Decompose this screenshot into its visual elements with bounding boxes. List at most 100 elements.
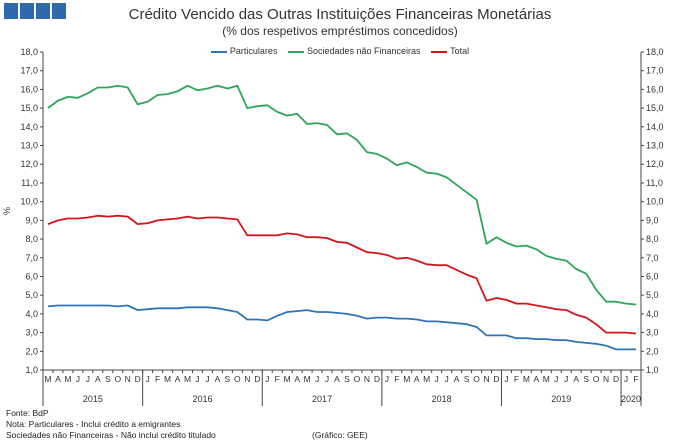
x-month-label: D [613,374,619,384]
y-tick-label-right: 4,0 [646,309,659,319]
y-tick-label-left: 18,0 [20,47,38,57]
x-month-label: N [483,374,489,384]
x-month-label: J [195,374,199,384]
x-month-label: J [205,374,209,384]
y-tick-label-right: 7,0 [646,253,659,263]
x-month-label: J [385,374,389,384]
x-month-label: J [315,374,319,384]
chart-notes: Fonte: BdP Nota: Particulares - Inclui c… [6,408,216,441]
x-month-label: A [454,374,460,384]
y-tick-label-left: 15,0 [20,103,38,113]
source-note: Fonte: BdP [6,408,49,418]
x-month-label: M [403,374,410,384]
x-month-label: O [114,374,121,384]
y-tick-label-right: 13,0 [646,141,664,151]
logo-block [4,3,18,19]
x-month-label: O [593,374,600,384]
x-month-label: O [473,374,480,384]
x-month-label: D [493,374,499,384]
y-tick-label-left: 3,0 [25,328,38,338]
y-tick-label-left: 5,0 [25,290,38,300]
legend-swatch [210,50,227,53]
x-year-label: 2017 [312,394,332,404]
x-month-label: N [244,374,250,384]
logo-block [52,3,66,19]
chart-subtitle: (% dos respetivos empréstimos concedidos… [222,24,458,38]
x-month-label: J [445,374,449,384]
x-month-label: J [265,374,269,384]
y-tick-label-right: 10,0 [646,197,664,207]
x-year-label: 2019 [551,394,571,404]
x-month-label: A [294,374,300,384]
legend-item-particulares: Particulares [210,46,278,56]
logo [4,3,66,21]
x-month-label: O [234,374,241,384]
x-month-label: J [504,374,508,384]
y-tick-label-left: 4,0 [25,309,38,319]
y-tick-label-left: 2,0 [25,346,38,356]
x-month-label: A [534,374,540,384]
x-year-label: 2015 [83,394,103,404]
series-line-total [47,214,637,335]
y-tick-label-right: 12,0 [646,159,664,169]
y-tick-label-right: 6,0 [646,271,659,281]
logo-block [36,3,50,19]
x-month-label: S [225,374,231,384]
x-month-label: J [76,374,80,384]
x-month-label: F [633,374,638,384]
x-month-label: M [164,374,171,384]
x-month-label: A [573,374,579,384]
x-month-label: M [284,374,291,384]
x-month-label: A [334,374,340,384]
chart-credit: (Gráfico: GEE) [312,430,368,440]
x-month-label: S [583,374,589,384]
y-tick-label-right: 15,0 [646,103,664,113]
x-month-label: J [435,374,439,384]
x-month-label: A [175,374,181,384]
y-tick-label-left: 6,0 [25,271,38,281]
x-month-label: O [354,374,361,384]
chart-title: Crédito Vencido das Outras Instituições … [128,6,552,23]
legend-label: Particulares [229,46,278,56]
y-tick-label-right: 11,0 [646,178,663,188]
x-month-label: J [325,374,329,384]
y-tick-label-left: 8,0 [25,234,38,244]
y-tick-label-left: 13,0 [20,141,38,151]
x-month-label: A [215,374,221,384]
x-month-label: F [394,374,399,384]
y-tick-label-right: 18,0 [646,47,664,57]
y-tick-label-left: 10,0 [20,197,38,207]
x-month-label: F [275,374,280,384]
x-month-label: M [44,374,51,384]
y-tick-label-right: 9,0 [646,215,659,225]
legend-item-total: Total [431,46,469,56]
y-tick-label-left: 9,0 [25,215,38,225]
x-month-label: S [344,374,350,384]
y-tick-label-right: 8,0 [646,234,659,244]
note-particulares: Nota: Particulares - Inclui crédito a em… [6,419,181,429]
y-tick-label-right: 1,0 [646,365,659,375]
x-month-label: S [105,374,111,384]
x-month-label: D [374,374,380,384]
x-month-label: A [414,374,420,384]
x-month-label: N [603,374,609,384]
y-tick-label-right: 2,0 [646,346,659,356]
x-month-label: J [624,374,628,384]
y-tick-label-right: 3,0 [646,328,659,338]
y-tick-label-left: 11,0 [21,178,38,188]
y-axis-label: % [2,207,12,215]
legend-swatch [287,50,304,53]
x-month-label: D [135,374,141,384]
y-tick-label-right: 17,0 [646,66,664,76]
x-month-label: F [514,374,519,384]
y-tick-label-left: 17,0 [20,66,38,76]
y-tick-label-left: 14,0 [20,122,38,132]
series-line-particulares [47,304,636,351]
x-month-label: J [564,374,568,384]
legend-swatch [431,50,448,53]
x-month-label: M [423,374,430,384]
legend-label: Total [450,46,470,56]
series-line-sociedades-nao-financeiras [47,84,637,306]
y-tick-label-right: 14,0 [646,122,664,132]
